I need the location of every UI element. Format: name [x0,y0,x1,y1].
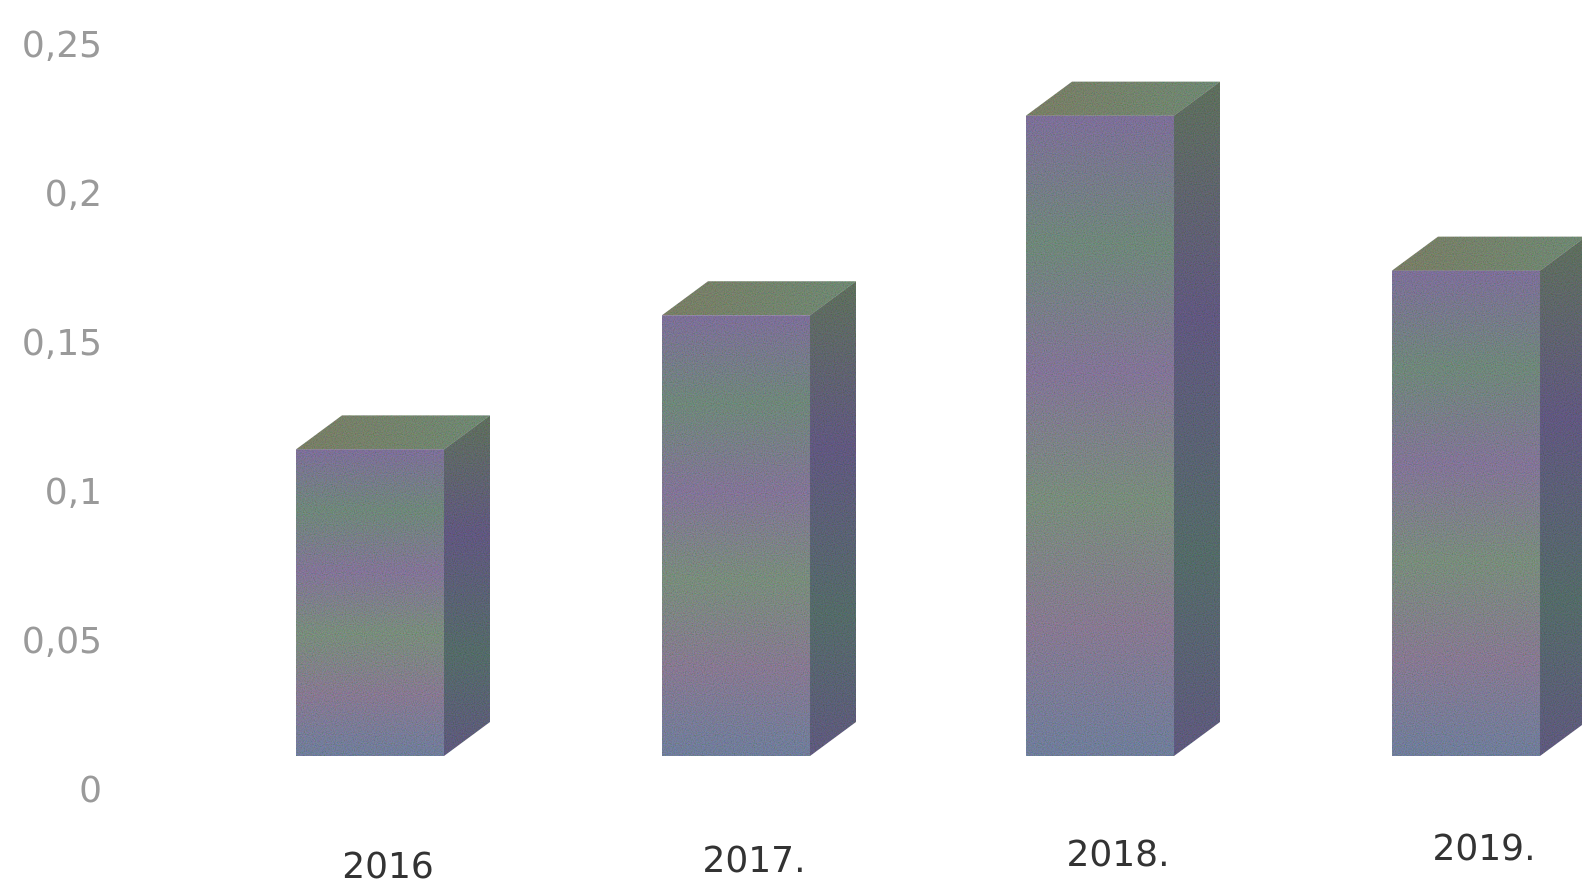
bar-front-face [296,449,444,756]
x-category-label: 2016 [342,846,434,887]
y-tick-label: 0,1 [45,472,102,513]
x-category-label: 2017. [702,840,805,881]
bar-top-face [296,415,490,450]
y-tick-label: 0,05 [22,621,102,662]
bar-top-face [1392,236,1582,271]
y-tick-label: 0,2 [45,174,102,215]
bar-side-face [1174,81,1220,756]
bar [1026,81,1220,756]
y-tick-label: 0 [79,770,102,811]
bar-top-face [662,281,856,316]
y-tick-label: 0,25 [22,25,102,66]
y-tick-label: 0,15 [22,323,102,364]
bars-group [296,81,1582,756]
y-axis: 0 0,05 0,1 0,15 0,2 0,25 [22,25,102,811]
bar-front-face [1026,115,1174,756]
x-axis: 2016 2017. 2018. 2019. [342,828,1535,887]
bar-front-face [662,315,810,756]
bar [662,281,856,756]
x-category-label: 2019. [1432,828,1535,869]
bar-top-face [1026,81,1220,116]
bar [1392,236,1582,756]
x-category-label: 2018. [1066,834,1169,875]
bar-side-face [444,415,490,756]
bar [296,415,490,756]
bar-front-face [1392,270,1540,756]
bar-side-face [810,281,856,756]
bar-side-face [1540,239,1582,756]
